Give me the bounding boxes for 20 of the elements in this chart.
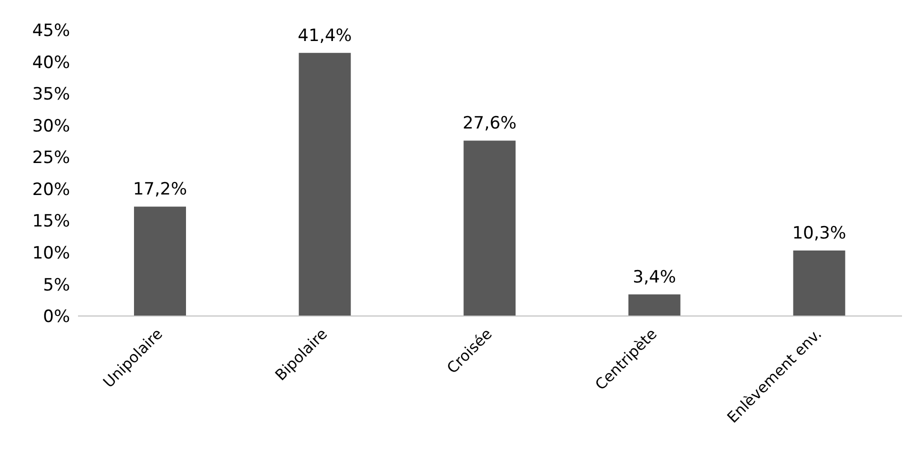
- y-tick-label: 40%: [32, 52, 70, 73]
- data-label: 27,6%: [462, 114, 517, 134]
- bar: [298, 52, 351, 316]
- bar: [134, 206, 186, 316]
- data-label: 3,4%: [632, 267, 676, 288]
- data-label: 17,2%: [132, 180, 188, 200]
- y-tick-label: 30%: [32, 116, 70, 136]
- y-tick-label: 0%: [43, 307, 70, 328]
- y-tick-label: 45%: [32, 21, 70, 42]
- data-label: 10,3%: [792, 224, 846, 244]
- bar: [464, 140, 516, 316]
- y-tick-label: 15%: [32, 212, 70, 232]
- bar: [628, 294, 680, 316]
- y-tick-label: 35%: [32, 84, 70, 105]
- data-label: 41,4%: [298, 26, 352, 46]
- y-tick-label: 25%: [32, 148, 70, 168]
- y-tick-label: 20%: [32, 180, 70, 200]
- y-tick-label: 10%: [32, 243, 70, 264]
- bar: [793, 250, 846, 316]
- y-tick-label: 5%: [43, 275, 70, 296]
